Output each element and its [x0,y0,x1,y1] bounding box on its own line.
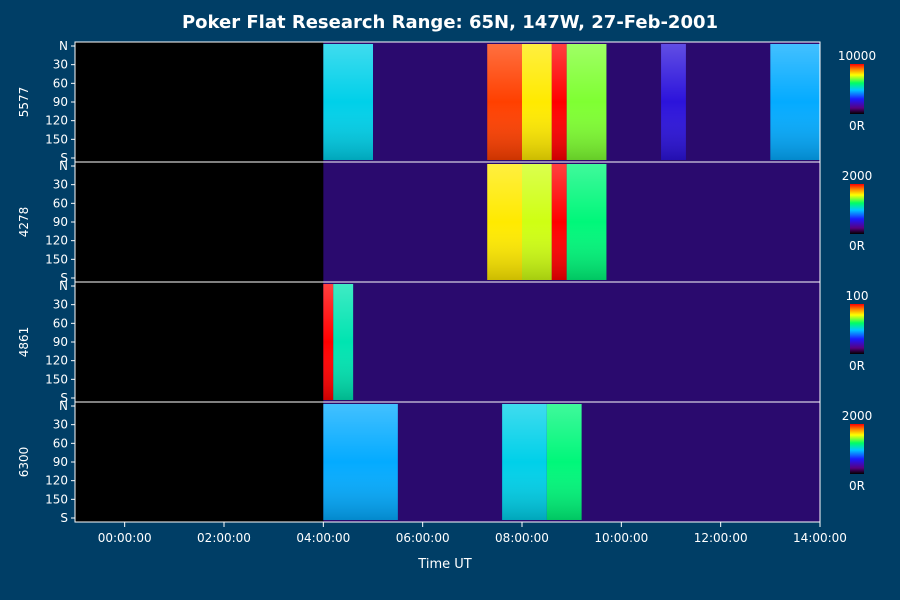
y-tick-label: 60 [53,316,68,330]
y-tick-label: 150 [45,372,68,386]
y-tick-label: 30 [53,58,68,72]
y-tick-label: 60 [53,76,68,90]
x-tick-label: 12:00:00 [694,531,748,545]
emission-band-shade [323,44,373,160]
y-tick-label: 120 [45,114,68,128]
emission-band-shade [333,284,354,400]
emission-band-shade [522,164,552,280]
panel-5577: N 30 60 90 120 150 S 5577 10000 0R [17,39,876,165]
wavelength-label: 4278 [17,207,31,238]
emission-band-shade [551,164,567,280]
wavelength-label: 4861 [17,327,31,358]
emission-band-shade [502,404,547,520]
y-tick-label: N [59,399,68,413]
colorbar [850,64,864,114]
colorbar [850,184,864,234]
y-tick-label: 30 [53,418,68,432]
x-tick-label: 04:00:00 [296,531,350,545]
colorbar [850,424,864,474]
colorbar-min-label: 0R [849,479,865,493]
colorbar [850,304,864,354]
y-tick-label: 90 [53,215,68,229]
emission-band-shade [770,44,820,160]
wavelength-label: 5577 [17,87,31,118]
y-tick-label: N [59,39,68,53]
emission-band-shade [522,44,552,160]
emission-band-shade [566,44,607,160]
y-tick-label: 60 [53,196,68,210]
x-tick-label: 14:00:00 [793,531,847,545]
data-region [323,282,820,402]
x-axis-label: Time UT [417,557,471,572]
colorbar-max-label: 10000 [838,49,876,63]
y-tick-label: 90 [53,455,68,469]
x-tick-label: 06:00:00 [396,531,450,545]
colorbar-min-label: 0R [849,359,865,373]
panel-4278: N 30 60 90 120 150 S 4278 2000 0R [17,159,872,285]
panel-6300: N 30 60 90 120 150 S 6300 2000 0R [17,399,872,525]
wavelength-label: 6300 [17,447,31,478]
y-tick-label: N [59,279,68,293]
colorbar-max-label: 100 [846,289,869,303]
x-tick-label: 00:00:00 [98,531,152,545]
x-tick-label: 02:00:00 [197,531,251,545]
y-tick-label: 150 [45,132,68,146]
colorbar-max-label: 2000 [842,409,873,423]
emission-band-shade [546,404,582,520]
chart-title: Poker Flat Research Range: 65N, 147W, 27… [182,12,718,33]
y-tick-label: 60 [53,436,68,450]
emission-band-shade [487,164,522,280]
y-tick-label: 30 [53,178,68,192]
colorbar-min-label: 0R [849,119,865,133]
x-tick-label: 10:00:00 [594,531,648,545]
y-tick-label: S [60,391,68,405]
y-tick-label: N [59,159,68,173]
y-tick-label: 120 [45,354,68,368]
emission-band-shade [323,284,334,400]
y-tick-label: S [60,151,68,165]
y-tick-label: 30 [53,298,68,312]
y-tick-label: S [60,511,68,525]
y-tick-label: 120 [45,234,68,248]
y-tick-label: 150 [45,492,68,506]
emission-band-shade [566,164,607,280]
y-tick-label: S [60,271,68,285]
x-axis: 00:00:00 02:00:00 04:00:00 06:00:00 08:00:00… [98,522,847,545]
colorbar-min-label: 0R [849,239,865,253]
emission-band-shade [661,44,686,160]
x-tick-label: 08:00:00 [495,531,549,545]
colorbar-max-label: 2000 [842,169,873,183]
y-tick-label: 90 [53,335,68,349]
y-tick-label: 120 [45,474,68,488]
panels-layer: N 30 60 90 120 150 S 5577 10000 0R N 30 60 90 120 150 S 4… [17,39,876,525]
emission-band-shade [487,44,522,160]
y-tick-label: 150 [45,252,68,266]
panel-4861: N 30 60 90 120 150 S 4861 100 0R [17,279,868,405]
y-tick-label: 90 [53,95,68,109]
emission-band-shade [551,44,567,160]
emission-band-shade [323,404,398,520]
